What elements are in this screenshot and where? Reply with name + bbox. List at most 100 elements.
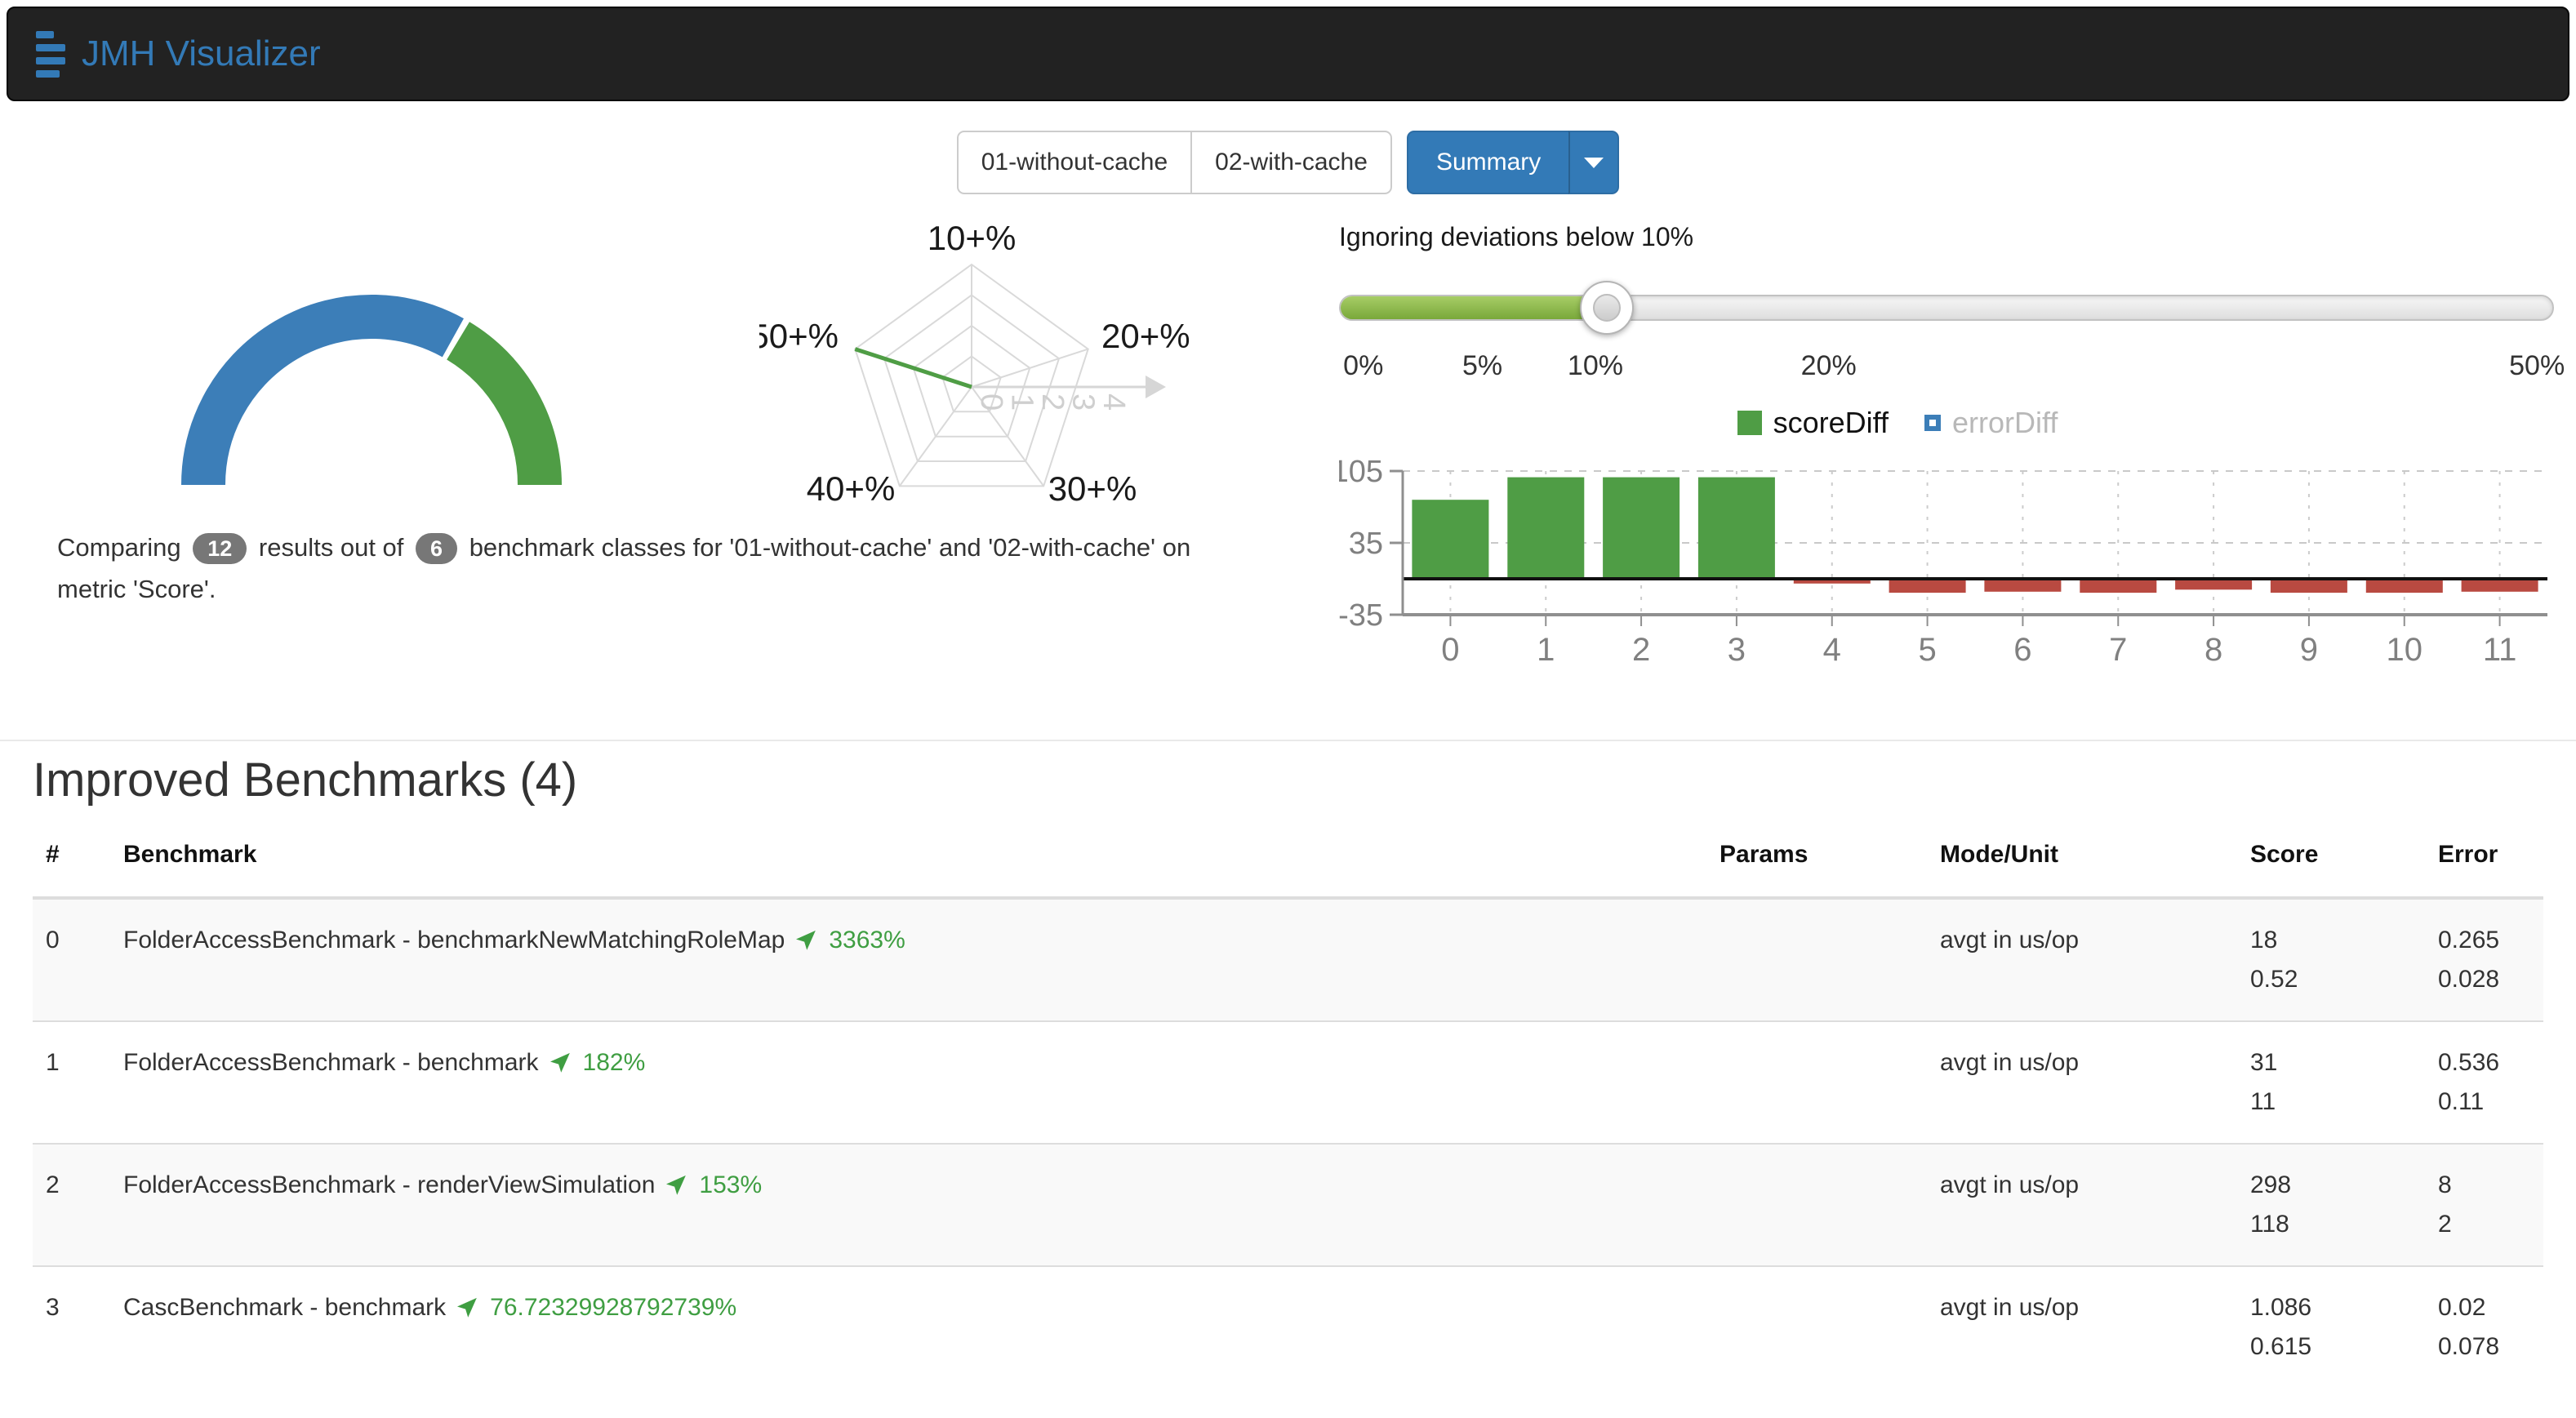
svg-text:105: 105 bbox=[1339, 455, 1383, 489]
row-index: 0 bbox=[33, 897, 110, 1021]
slider-tick-0: 0% bbox=[1343, 350, 1384, 381]
improvement-percent: 3363% bbox=[829, 927, 905, 953]
slider-title: Ignoring deviations below 10% bbox=[1339, 222, 1694, 251]
summary-prefix: Comparing bbox=[57, 533, 181, 562]
benchmark-cell: FolderAccessBenchmark - renderViewSimula… bbox=[110, 1143, 1706, 1266]
svg-text:4: 4 bbox=[1823, 632, 1841, 668]
svg-text:50+%: 50+% bbox=[759, 317, 839, 355]
brand-link[interactable]: JMH Visualizer bbox=[36, 30, 321, 78]
errordiff-swatch-icon bbox=[1924, 415, 1942, 431]
summary-middle: results out of bbox=[258, 533, 404, 562]
legend-item-scorediff[interactable]: scoreDiff bbox=[1737, 406, 1889, 440]
improvement-arrow-icon bbox=[796, 930, 816, 950]
svg-text:35: 35 bbox=[1349, 527, 1383, 561]
svg-text:9: 9 bbox=[2300, 632, 2318, 668]
benchmark-name: CascBenchmark - benchmark bbox=[123, 1294, 447, 1321]
mode-unit-cell: avgt in us/op bbox=[1927, 1020, 2237, 1144]
svg-text:40+%: 40+% bbox=[807, 469, 896, 508]
deviation-panel: Ignoring deviations below 10% 0% 5% 10% … bbox=[1339, 222, 2565, 691]
params-cell bbox=[1706, 1020, 1927, 1144]
improvement-percent: 76.72329928792739% bbox=[490, 1294, 737, 1321]
svg-text:8: 8 bbox=[2205, 632, 2222, 668]
error-cell: 0.02 0.078 bbox=[2425, 1265, 2543, 1388]
section-divider bbox=[0, 740, 2576, 741]
summary-button[interactable]: Summary bbox=[1406, 131, 1571, 194]
error-cell: 0.265 0.028 bbox=[2425, 897, 2543, 1021]
benchmark-name: FolderAccessBenchmark - renderViewSimula… bbox=[123, 1171, 656, 1198]
svg-text:0: 0 bbox=[1441, 632, 1459, 668]
svg-text:6: 6 bbox=[2013, 632, 2031, 668]
svg-text:20+%: 20+% bbox=[1101, 317, 1190, 355]
improvement-arrow-icon bbox=[666, 1175, 687, 1195]
scorediff-swatch-icon bbox=[1737, 411, 1762, 435]
mode-unit-cell: avgt in us/op bbox=[1927, 897, 2237, 1021]
navbar: JMH Visualizer bbox=[7, 7, 2569, 101]
table-row[interactable]: 2 FolderAccessBenchmark - renderViewSimul… bbox=[33, 1143, 2543, 1266]
benchmark-name: FolderAccessBenchmark - benchmarkNewMatc… bbox=[123, 927, 785, 953]
improvement-arrow-icon bbox=[549, 1052, 570, 1073]
score-cell: 31 11 bbox=[2237, 1020, 2425, 1144]
header-mode-unit: Mode/Unit bbox=[1927, 826, 2237, 900]
diff-bar-chart: 105 35 -35 0 1 2 3 4 5 6 7 8 9 10 11 bbox=[1339, 455, 2547, 668]
svg-text:2: 2 bbox=[1035, 393, 1070, 411]
run-selector: 01-without-cache 02-with-cache Summary bbox=[0, 131, 2576, 194]
score-cell: 298 118 bbox=[2237, 1143, 2425, 1266]
legend-scorediff-label: scoreDiff bbox=[1773, 406, 1889, 439]
svg-text:1: 1 bbox=[1537, 632, 1555, 668]
svg-text:1: 1 bbox=[1005, 393, 1039, 411]
slider-tick-50: 50% bbox=[2509, 350, 2565, 381]
benchmark-cell: FolderAccessBenchmark - benchmark 182% bbox=[110, 1020, 1706, 1144]
slider-scale: 0% 5% 10% 20% 50% bbox=[1339, 350, 2565, 388]
summary-suffix: benchmark classes for '01-without-cache'… bbox=[57, 533, 1191, 604]
params-cell bbox=[1706, 1265, 1927, 1388]
caret-down-icon bbox=[1584, 157, 1604, 168]
svg-text:11: 11 bbox=[2483, 632, 2517, 668]
header-params: Params bbox=[1706, 826, 1927, 900]
classes-count-badge: 6 bbox=[416, 533, 458, 564]
improved-benchmarks-heading: Improved Benchmarks (4) bbox=[33, 753, 578, 807]
slider-tick-10: 10% bbox=[1567, 350, 1623, 381]
chart-legend: scoreDiff errorDiff bbox=[1290, 406, 2505, 440]
improvement-percent: 153% bbox=[699, 1171, 763, 1198]
table-row[interactable]: 3 CascBenchmark - benchmark 76.7232992879… bbox=[33, 1265, 2543, 1388]
header-benchmark: Benchmark bbox=[110, 826, 1706, 900]
error-cell: 0.536 0.11 bbox=[2425, 1020, 2543, 1144]
legend-item-errordiff[interactable]: errorDiff bbox=[1924, 406, 2058, 440]
table-row[interactable]: 1 FolderAccessBenchmark - benchmark 182% a… bbox=[33, 1020, 2543, 1144]
results-gauge-chart bbox=[181, 294, 562, 486]
svg-text:30+%: 30+% bbox=[1048, 469, 1137, 508]
svg-text:2: 2 bbox=[1632, 632, 1650, 668]
benchmark-table: # Benchmark Params Mode/Unit Score Error… bbox=[33, 826, 2543, 1388]
svg-text:7: 7 bbox=[2109, 632, 2127, 668]
deviation-slider-track[interactable] bbox=[1339, 281, 2554, 335]
mode-unit-cell: avgt in us/op bbox=[1927, 1265, 2237, 1388]
summary-dropdown-button[interactable] bbox=[1568, 131, 1620, 194]
svg-text:3: 3 bbox=[1728, 632, 1746, 668]
table-header-row: # Benchmark Params Mode/Unit Score Error bbox=[33, 826, 2543, 900]
svg-text:10: 10 bbox=[2387, 632, 2423, 668]
tab-run-2[interactable]: 02-with-cache bbox=[1190, 131, 1392, 194]
svg-text:10+%: 10+% bbox=[928, 219, 1017, 257]
header-error: Error bbox=[2425, 826, 2543, 900]
align-left-icon bbox=[36, 30, 65, 78]
comparison-summary-text: Comparing 12 results out of 6 benchmark … bbox=[57, 527, 1266, 610]
params-cell bbox=[1706, 897, 1927, 1021]
table-row[interactable]: 0 FolderAccessBenchmark - benchmarkNewMat… bbox=[33, 897, 2543, 1021]
svg-text:4: 4 bbox=[1097, 393, 1131, 411]
svg-text:-35: -35 bbox=[1339, 598, 1383, 633]
slider-handle-knob bbox=[1593, 294, 1622, 322]
svg-text:5: 5 bbox=[1918, 632, 1936, 668]
benchmark-cell: FolderAccessBenchmark - benchmarkNewMatc… bbox=[110, 897, 1706, 1021]
slider-tick-20: 20% bbox=[1800, 350, 1857, 381]
mode-unit-cell: avgt in us/op bbox=[1927, 1143, 2237, 1266]
score-cell: 1.086 0.615 bbox=[2237, 1265, 2425, 1388]
improvement-percent: 182% bbox=[582, 1049, 646, 1076]
svg-text:0: 0 bbox=[974, 393, 1008, 411]
results-count-badge: 12 bbox=[193, 533, 247, 564]
slider-handle[interactable] bbox=[1580, 281, 1635, 335]
row-index: 1 bbox=[33, 1020, 110, 1144]
params-cell bbox=[1706, 1143, 1927, 1266]
tab-run-1[interactable]: 01-without-cache bbox=[956, 131, 1193, 194]
